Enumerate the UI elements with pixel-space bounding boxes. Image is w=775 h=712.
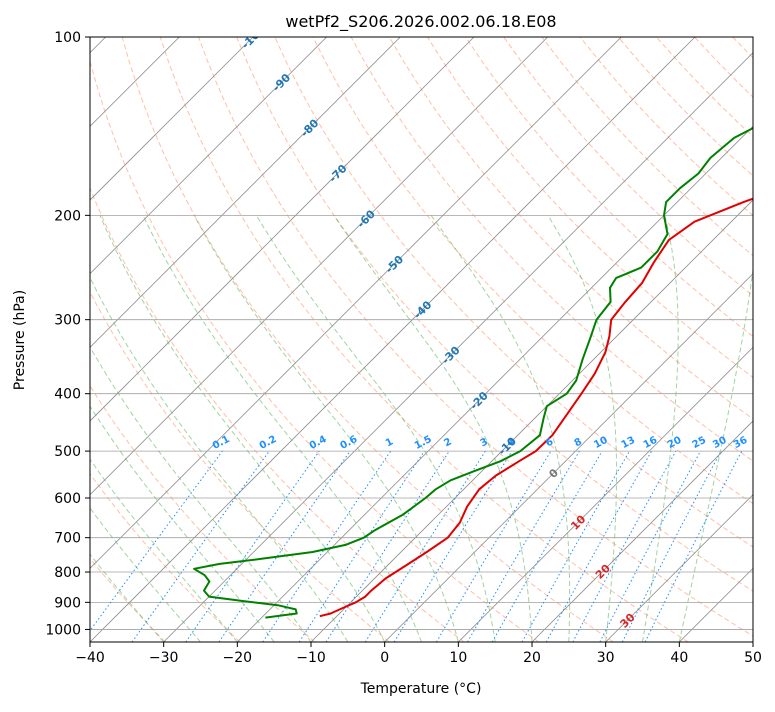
chart-title: wetPf2_S206.2026.002.06.18.E08 [285, 12, 556, 32]
x-tick-label: 20 [523, 650, 541, 666]
y-tick-label: 500 [54, 444, 81, 460]
y-tick-label: 1000 [45, 622, 81, 638]
y-tick-label: 300 [54, 313, 81, 329]
x-tick-label: −20 [223, 650, 253, 666]
y-tick-label: 400 [54, 387, 81, 403]
x-tick-label: −10 [296, 650, 326, 666]
y-tick-label: 200 [54, 208, 81, 224]
y-tick-label: 600 [54, 491, 81, 507]
x-tick-label: −30 [149, 650, 179, 666]
x-tick-label: 50 [744, 650, 762, 666]
y-tick-label: 100 [54, 30, 81, 46]
x-tick-label: 40 [670, 650, 688, 666]
x-axis-label: Temperature (°C) [360, 681, 482, 697]
y-axis-label: Pressure (hPa) [12, 290, 28, 390]
x-tick-label: 0 [380, 650, 389, 666]
y-tick-label: 800 [54, 565, 81, 581]
x-tick-label: 10 [449, 650, 467, 666]
x-tick-label: −40 [75, 650, 105, 666]
y-tick-label: 700 [54, 531, 81, 547]
x-tick-label: 30 [597, 650, 615, 666]
y-tick-label: 900 [54, 595, 81, 611]
